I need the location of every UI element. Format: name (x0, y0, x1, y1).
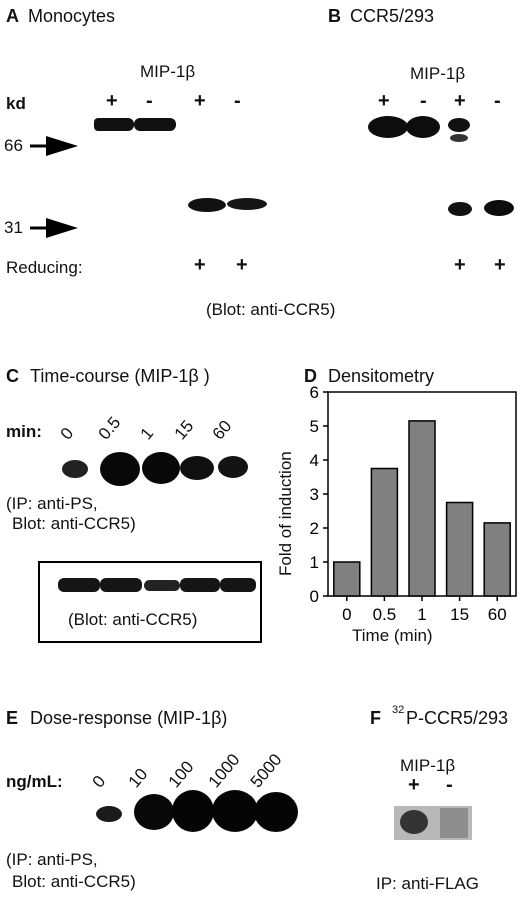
kd-label: kd (6, 94, 26, 113)
marker-66-arrow (30, 136, 78, 156)
e-band-5000 (254, 792, 298, 832)
b-band-lane1-high (368, 116, 408, 138)
f-minus: - (446, 774, 453, 796)
a-band-lane3-low (188, 198, 226, 212)
marker-31-arrow (30, 218, 78, 238)
c-band-15 (180, 456, 214, 480)
chart-x-tick-label: 0 (342, 605, 351, 624)
b-band-lane3-high (448, 118, 470, 132)
panel-f-treatment: MIP-1β (400, 756, 456, 775)
c-loading-box (38, 561, 262, 643)
chart-y-tick-label: 1 (310, 553, 319, 572)
reducing-label: Reducing: (6, 258, 83, 277)
panel-b-letter: B (328, 6, 341, 26)
chart-x-tick-label: 15 (450, 605, 469, 624)
b-minus-2: - (494, 90, 501, 112)
b-band-lane4-low (484, 200, 514, 216)
chart-bar (370, 467, 399, 597)
chart-y-axis-label: Fold of induction (276, 451, 295, 576)
e-band-0 (96, 806, 122, 822)
a-band-lane1-high (94, 118, 134, 131)
a-minus-2: - (234, 90, 241, 112)
panel-b-title: CCR5/293 (350, 6, 435, 26)
chart-bar (333, 561, 361, 597)
min-label: min: (6, 422, 42, 441)
a-minus-1: - (146, 90, 153, 112)
blot-label-ab: (Blot: anti-CCR5) (206, 300, 336, 319)
e-ip-line2: Blot: anti-CCR5) (12, 872, 136, 891)
e-band-100 (172, 790, 214, 832)
marker-31-label: 31 (4, 218, 23, 237)
chart-bar (445, 501, 474, 597)
e-band-10 (134, 794, 174, 830)
b-band-lane3-low (448, 202, 472, 216)
c-loading-band-4 (180, 578, 220, 592)
chart-bar (483, 522, 511, 597)
chart-y-tick-label: 4 (310, 451, 319, 470)
b-band-lane2-high (406, 116, 440, 138)
panel-b-treatment: MIP-1β (410, 64, 466, 83)
b-reducing-plus-1: + (454, 254, 466, 276)
c-band-1 (142, 452, 180, 484)
a-plus-2: + (194, 90, 206, 112)
panel-f-letter: F (370, 708, 381, 728)
e-ip-line1: (IP: anti-PS, (6, 850, 98, 869)
e-band-1000 (212, 790, 258, 832)
a-reducing-plus-1: + (194, 254, 206, 276)
c-ip-line2: Blot: anti-CCR5) (12, 514, 136, 533)
a-reducing-plus-2: + (236, 254, 248, 276)
f-plus: + (408, 774, 420, 796)
ng-ml-label: ng/mL: (6, 772, 63, 791)
panel-f-title-superscript: 32 (392, 704, 405, 716)
panel-a-treatment: MIP-1β (140, 62, 196, 81)
a-plus-1: + (106, 90, 118, 112)
c-loading-band-2 (100, 578, 142, 592)
c-band-0 (62, 460, 88, 478)
panel-e-letter: E (6, 708, 19, 728)
panel-e-title: Dose-response (MIP-1β) (30, 708, 228, 728)
f-ip-label: IP: anti-FLAG (376, 874, 479, 893)
panel-c-title: Time-course (MIP-1β ) (30, 366, 210, 386)
panel-d-letter: D (304, 366, 317, 386)
b-plus-1: + (378, 90, 390, 112)
chart-y-tick-label: 0 (310, 587, 319, 606)
b-band-lane3-mid (450, 134, 468, 142)
panel-a-title: Monocytes (28, 6, 116, 26)
panel-f-title: P-CCR5/293 (406, 708, 509, 728)
chart-x-tick-label: 1 (417, 605, 426, 624)
chart-y-tick-label: 6 (310, 383, 319, 402)
chart-x-tick-label: 0.5 (373, 605, 397, 624)
b-reducing-plus-2: + (494, 254, 506, 276)
panel-c-letter: C (6, 366, 19, 386)
c-loading-band-3 (144, 580, 180, 591)
panel-d-title: Densitometry (328, 366, 435, 386)
b-plus-2: + (454, 90, 466, 112)
c-loading-band-5 (220, 578, 256, 592)
c-band-60 (218, 456, 248, 478)
f-band-minus (440, 808, 468, 838)
b-minus-1: - (420, 90, 427, 112)
a-band-lane2-high (134, 118, 176, 131)
chart-x-tick-label: 60 (488, 605, 507, 624)
chart-y-tick-label: 3 (310, 485, 319, 504)
c-loading-band-1 (58, 578, 100, 592)
chart-bar (408, 420, 436, 597)
c-ip-line1: (IP: anti-PS, (6, 494, 98, 513)
chart-y-tick-label: 5 (310, 417, 319, 436)
panel-a-letter: A (6, 6, 19, 26)
a-band-lane4-low (227, 198, 267, 210)
chart-x-axis-label: Time (min) (352, 626, 433, 645)
c-band-0.5 (100, 452, 140, 486)
f-band-plus (400, 810, 428, 834)
c-box-blot-label: (Blot: anti-CCR5) (68, 610, 198, 629)
chart-y-tick-label: 2 (310, 519, 319, 538)
marker-66-label: 66 (4, 136, 23, 155)
